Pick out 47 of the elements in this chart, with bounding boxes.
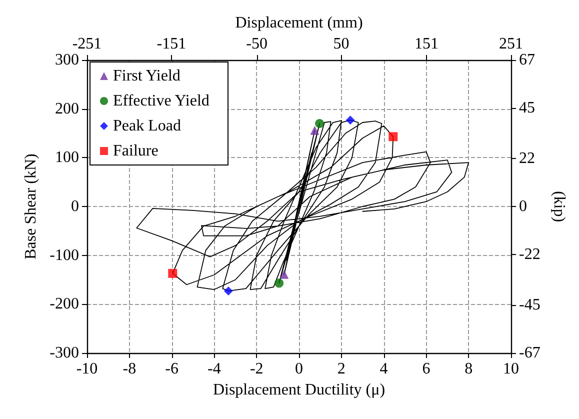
x2-tick-label: -50 [246,36,268,52]
point [310,126,320,135]
y-tick-label: -200 [50,296,79,313]
point [388,132,398,142]
y-tick-label: 100 [55,149,79,166]
x-tick-label: 10 [503,360,519,378]
x2-tick-label: 251 [499,36,523,52]
x-tick-label: 8 [464,360,473,378]
y-tick-label: 200 [55,100,79,118]
y-tick-label: 0 [71,198,79,215]
x2-tick-label: -151 [156,36,186,52]
legend-label: Failure [113,142,158,160]
y-tick-label: -100 [50,246,79,264]
x2-tick-label: 151 [414,36,439,52]
y2-tick-label: 45 [519,100,535,117]
x2-axis-title: Displacement (mm) [235,14,363,32]
y2-tick-label: 0 [519,198,527,215]
x-tick-label: -8 [122,360,136,378]
point [346,116,355,125]
x-tick-label: -4 [208,360,221,378]
y2-tick-label: -67 [519,344,540,362]
point [274,278,284,288]
y-tick-label: -300 [50,344,79,362]
point [315,118,324,128]
legend-label: First Yield [113,68,180,84]
y-axis-title: Base Shear (kN) [22,154,40,260]
point [280,270,289,279]
point [168,268,178,278]
x2-tick-label: 50 [333,36,350,52]
point [224,286,233,296]
legend-label: Effective Yield [113,92,210,110]
y2-axis-title: (kip) [550,190,568,222]
x-tick-label: 0 [295,360,303,378]
x-tick-label: 4 [380,360,388,378]
x-tick-label: -2 [250,360,264,378]
y2-tick-label: -22 [519,246,540,264]
x-tick-label: -10 [76,360,98,378]
x-tick-label: 6 [422,360,430,378]
x-tick-label: -6 [165,360,178,378]
y2-tick-label: 22 [519,150,535,167]
y2-tick-label: 67 [519,52,535,68]
y2-tick-label: -45 [519,296,540,314]
x-tick-label: 2 [337,360,346,378]
y-tick-label: 300 [55,52,79,68]
legend-label: Peak Load [113,118,181,134]
x2-tick-label: -251 [72,36,102,52]
x-axis-title: Displacement Ductility (μ) [212,381,386,398]
